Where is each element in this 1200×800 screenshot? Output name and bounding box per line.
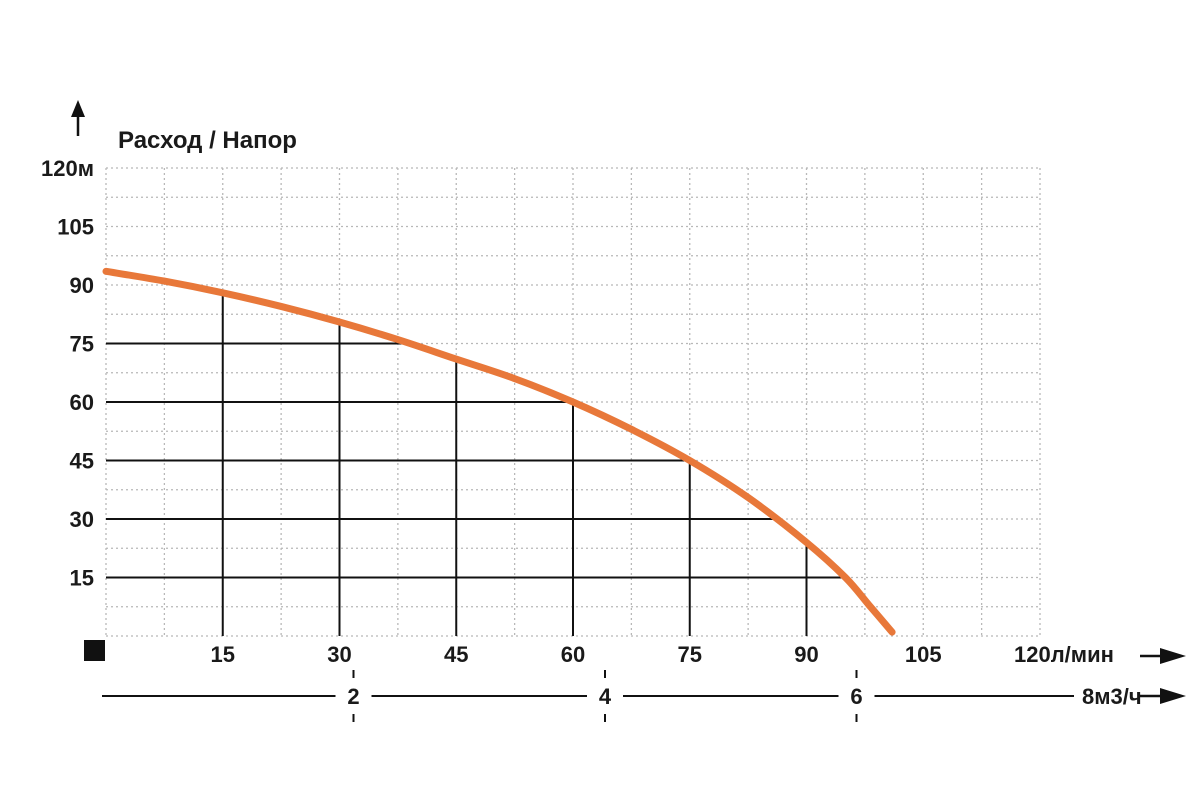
y-tick-label: 105 — [57, 215, 94, 240]
y-tick-label: 15 — [70, 566, 94, 591]
origin-marker — [84, 640, 105, 661]
x-tick-label: 90 — [794, 642, 818, 667]
x-tick-label: 15 — [211, 642, 235, 667]
y-tick-label: 45 — [70, 449, 94, 474]
x-axis-arrow-head — [1160, 648, 1186, 664]
y-tick-label: 90 — [70, 273, 94, 298]
y-tick-label: 75 — [70, 332, 94, 357]
x-tick-label: 30 — [327, 642, 351, 667]
x2-tick-label: 4 — [599, 684, 612, 709]
x-tick-label: 60 — [561, 642, 585, 667]
x2-tick-label: 6 — [850, 684, 862, 709]
y-tick-label: 60 — [70, 390, 94, 415]
x2-axis-arrow-head — [1160, 688, 1186, 704]
y-axis-arrow-head — [71, 100, 85, 117]
y-tick-label: 30 — [70, 507, 94, 532]
x-tick-label: 120л/мин — [1014, 642, 1114, 667]
x2-tick-label: 2 — [347, 684, 359, 709]
x-tick-label: 75 — [678, 642, 702, 667]
x-tick-label: 105 — [905, 642, 942, 667]
series-line — [102, 267, 896, 636]
x2-tick-label: 8м3/ч — [1082, 684, 1142, 709]
y-tick-label: 120м — [41, 156, 94, 181]
x-tick-label: 45 — [444, 642, 468, 667]
chart-title: Расход / Напор — [118, 127, 297, 154]
